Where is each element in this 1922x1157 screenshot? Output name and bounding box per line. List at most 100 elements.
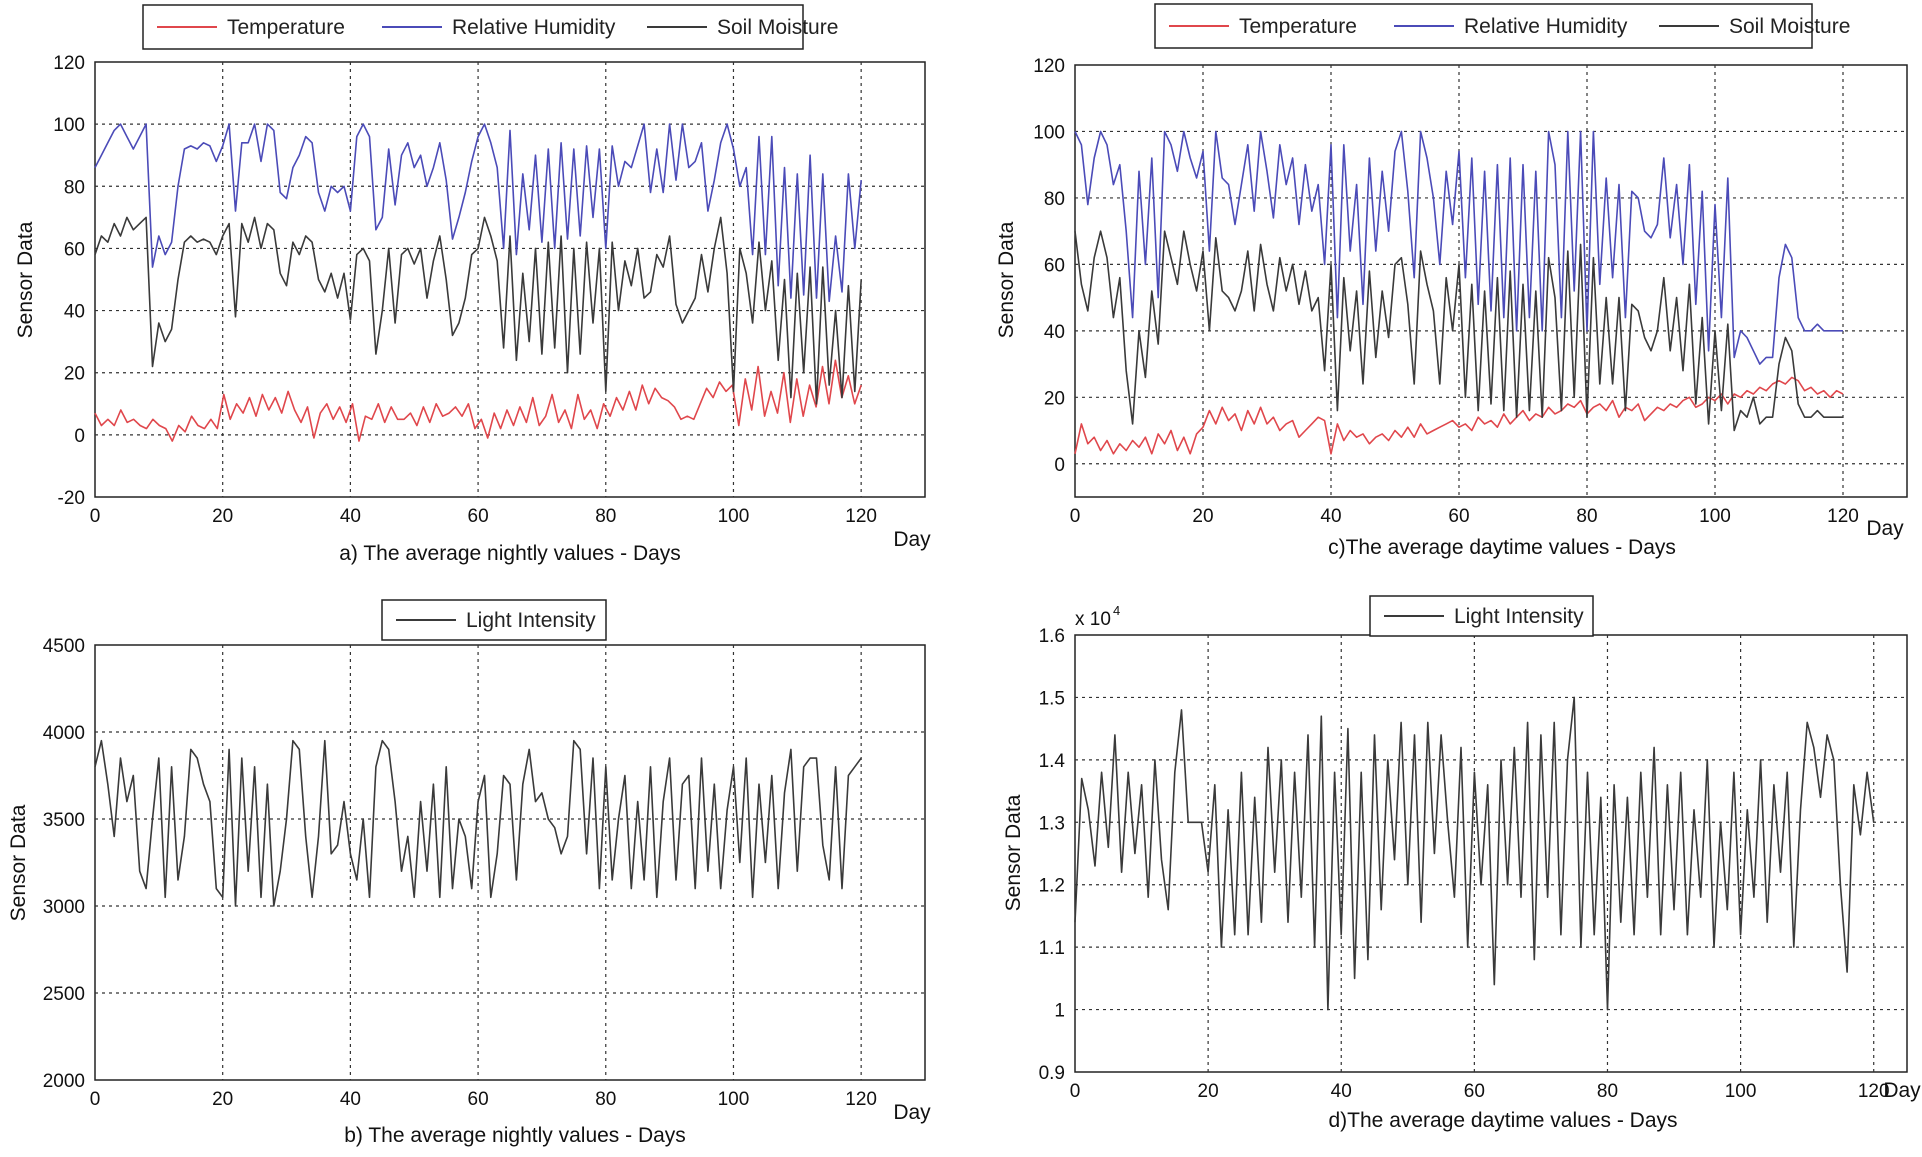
y-tick-label: 40 [1044,322,1065,343]
series-line-temperature [1074,376,1844,455]
y-axis-label: Sensor Data [14,221,37,338]
y-tick-label: 20 [64,364,85,385]
legend: Light Intensity [1369,595,1594,637]
x-tick-label: 60 [468,506,489,527]
y-axis-label: Sensor Data [1002,794,1025,911]
legend: Temperature Relative Humidity Soil Moistur… [1154,3,1850,49]
y-tick-label: 1 [1054,1001,1065,1022]
x-axis-label: Day [893,528,931,551]
x-tick-label: 80 [595,506,616,527]
y-tick-label: 1.2 [1039,876,1065,897]
y-tick-label: 3000 [43,897,85,918]
x-tick-label: 20 [212,506,233,527]
x-tick-label: 40 [1320,506,1341,527]
y-tick-label: 120 [1033,56,1065,77]
y-tick-label: 2500 [43,984,85,1005]
x-tick-label: 100 [1699,506,1731,527]
legend: Temperature Relative Humidity Soil Moistur… [142,4,838,50]
y-axis-label: Sensor Data [995,221,1018,338]
legend-label: Light Intensity [466,609,596,632]
y-tick-label: 1.1 [1039,938,1065,959]
chart-caption: c)The average daytime values - Days [1328,536,1676,559]
chart-caption: d)The average daytime values - Days [1329,1109,1678,1132]
x-tick-label: 60 [1464,1081,1485,1102]
x-tick-label: 100 [718,506,750,527]
x-tick-label: 20 [1192,506,1213,527]
x-axis-label: Day [893,1101,931,1124]
x-tick-label: 0 [1070,1081,1081,1102]
x-tick-label: 40 [340,1089,361,1110]
y-tick-label: -20 [58,488,85,509]
y-tick-label: 0 [74,426,85,447]
y-scale-multiplier: x 10 [1075,609,1111,630]
y-tick-label: 80 [1044,189,1065,210]
legend: Light Intensity [381,599,607,641]
plot-area [94,644,926,1081]
x-tick-label: 0 [1070,506,1081,527]
x-tick-label: 120 [1827,506,1859,527]
y-tick-label: 0 [1054,455,1065,476]
x-tick-label: 120 [1858,1081,1890,1102]
x-tick-label: 60 [468,1089,489,1110]
series-line-relative-humidity [94,123,862,303]
y-tick-label: 4500 [43,636,85,657]
legend-label: Soil Moisture [717,16,838,39]
x-tick-label: 60 [1448,506,1469,527]
plot-area [1074,634,1908,1073]
x-tick-label: 0 [90,1089,101,1110]
y-tick-label: 1.4 [1039,751,1066,772]
series-line-soil-moisture [94,216,862,405]
series-line-soil-moisture [1074,230,1843,432]
y-tick-label: 1.5 [1039,688,1065,709]
y-tick-label: 100 [53,115,85,136]
x-tick-label: 120 [845,1089,877,1110]
chart-panel-0: 0 20 40 60 80 100 120-20020406080100120DaySens… [14,4,931,565]
legend-label: Temperature [1239,15,1357,38]
y-scale-exponent: 4 [1113,603,1120,618]
y-tick-label: 4000 [43,723,85,744]
series-line-light-intensity [1074,696,1875,1011]
plot-area [94,61,926,498]
x-tick-label: 100 [1725,1081,1757,1102]
chart-caption: a) The average nightly values - Days [339,542,681,565]
y-tick-label: 60 [64,239,85,260]
chart-panel-1: 0 20 40 60 80 100 120 0 20 40 60 80 100 120 Day Sensor … [995,3,1908,559]
y-tick-label: 40 [64,302,85,323]
legend-box [381,599,607,641]
x-tick-label: 120 [845,506,877,527]
x-tick-label: 40 [1331,1081,1352,1102]
series-line-light-intensity [94,739,862,907]
legend-label: Temperature [227,16,345,39]
y-axis-label: Sensor Data [7,804,30,921]
x-axis-label: Day [1883,1079,1921,1102]
legend-label: Light Intensity [1454,605,1584,628]
x-tick-label: 80 [1576,506,1597,527]
legend-label: Soil Moisture [1729,15,1850,38]
plot-area [1074,64,1908,498]
y-tick-label: 80 [64,177,85,198]
y-tick-label: 0.9 [1039,1063,1065,1084]
y-tick-label: 1.3 [1039,813,1065,834]
chart-caption: b) The average nightly values - Days [344,1124,686,1147]
y-tick-label: 3500 [43,810,85,831]
chart-panel-3: 0 20 40 60 80 100 120 0.9 1 1.1 1.2 1.3 1.4 1.5 1.6 Day… [1002,595,1921,1132]
x-tick-label: 20 [212,1089,233,1110]
x-tick-label: 100 [718,1089,750,1110]
x-tick-label: 0 [90,506,101,527]
y-tick-label: 120 [53,53,85,74]
y-tick-label: 1.6 [1039,626,1065,647]
legend-label: Relative Humidity [1464,15,1628,38]
series-line-relative-humidity [1074,130,1843,365]
x-tick-label: 20 [1198,1081,1219,1102]
y-tick-label: 20 [1044,388,1065,409]
y-tick-label: 100 [1033,122,1065,143]
x-tick-label: 40 [340,506,361,527]
x-axis-label: Day [1866,517,1904,540]
legend-label: Relative Humidity [452,16,616,39]
x-tick-label: 80 [1597,1081,1618,1102]
x-tick-label: 80 [595,1089,616,1110]
y-tick-label: 2000 [43,1071,85,1092]
chart-panel-2: 0 20 40 60 80 100 120 2000 2500 3000 3500 4000 4500 D… [7,599,931,1147]
y-tick-label: 60 [1044,255,1065,276]
